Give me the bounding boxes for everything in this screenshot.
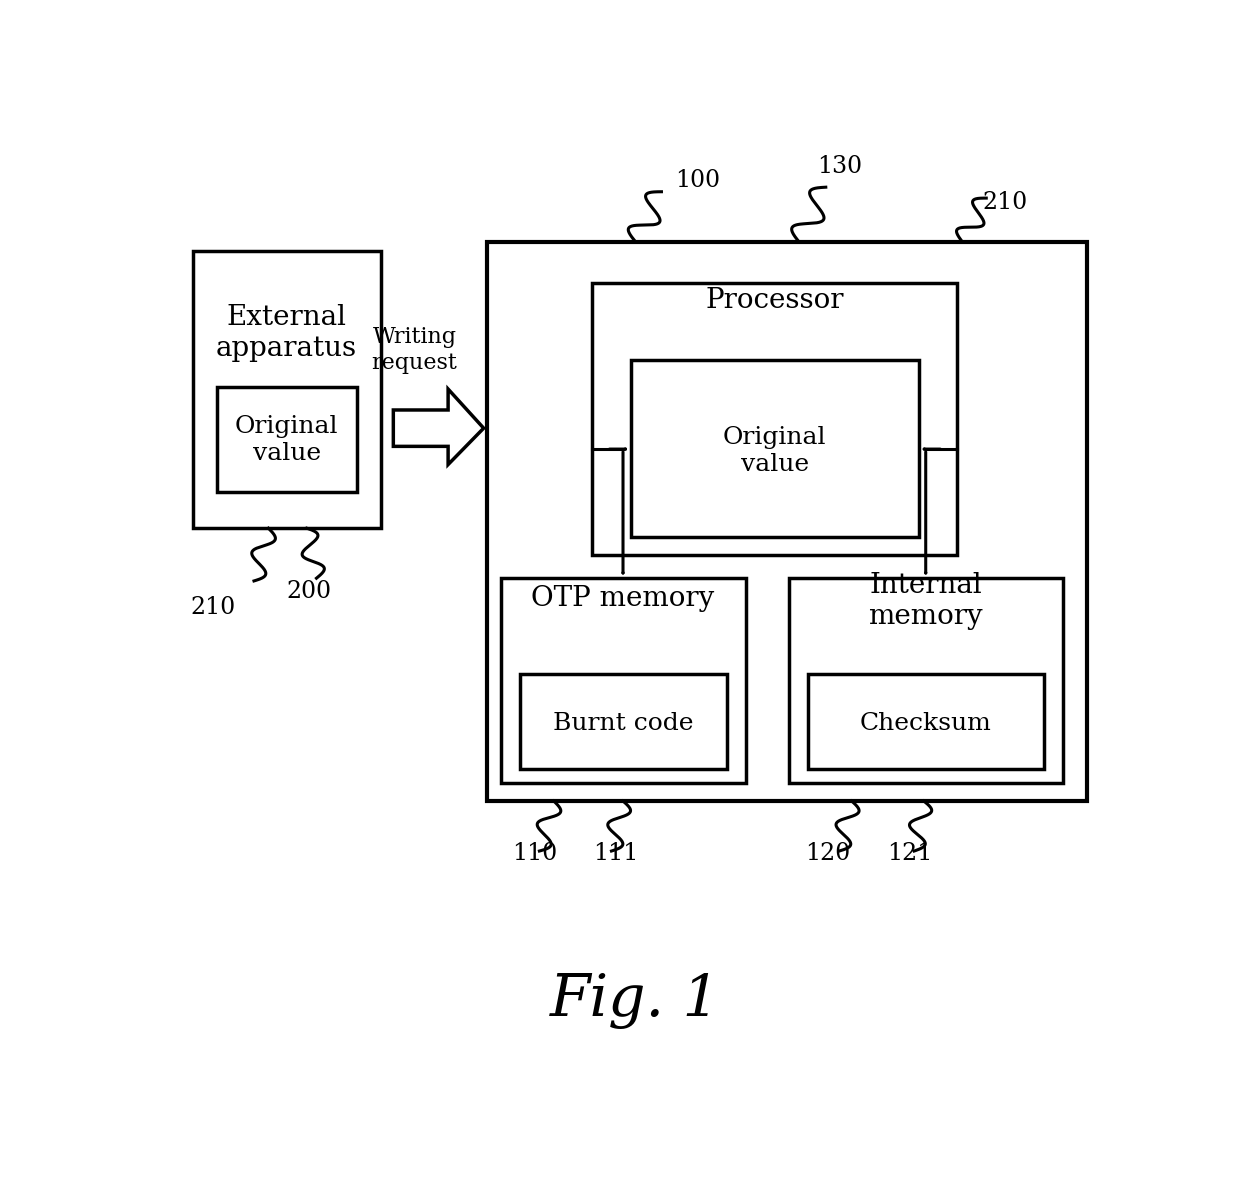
- Text: 121: 121: [887, 842, 932, 864]
- Text: 210: 210: [983, 191, 1028, 215]
- Bar: [501, 579, 746, 783]
- Text: Fig. 1: Fig. 1: [551, 973, 720, 1030]
- Bar: [521, 673, 727, 769]
- Text: 120: 120: [805, 842, 851, 864]
- Bar: [193, 250, 381, 528]
- Bar: [789, 579, 1063, 783]
- Polygon shape: [393, 389, 484, 464]
- Text: 130: 130: [817, 155, 862, 178]
- Bar: [808, 673, 1044, 769]
- Text: 111: 111: [594, 842, 639, 864]
- Bar: [631, 360, 919, 537]
- Bar: [486, 242, 1087, 801]
- Text: Processor: Processor: [706, 287, 844, 314]
- Text: 200: 200: [286, 580, 331, 603]
- Text: Original
value: Original value: [234, 416, 339, 465]
- Text: Checksum: Checksum: [859, 712, 992, 736]
- Text: External
apparatus: External apparatus: [216, 304, 357, 361]
- Text: Internal
memory: Internal memory: [868, 572, 983, 629]
- Text: Original
value: Original value: [723, 426, 827, 476]
- Text: 210: 210: [190, 596, 236, 619]
- Text: 100: 100: [676, 169, 720, 191]
- Text: OTP memory: OTP memory: [532, 585, 714, 612]
- Text: Burnt code: Burnt code: [553, 712, 693, 736]
- Text: 110: 110: [512, 842, 557, 864]
- Bar: [593, 282, 957, 555]
- Text: Writing
request: Writing request: [372, 326, 458, 373]
- Bar: [217, 387, 357, 491]
